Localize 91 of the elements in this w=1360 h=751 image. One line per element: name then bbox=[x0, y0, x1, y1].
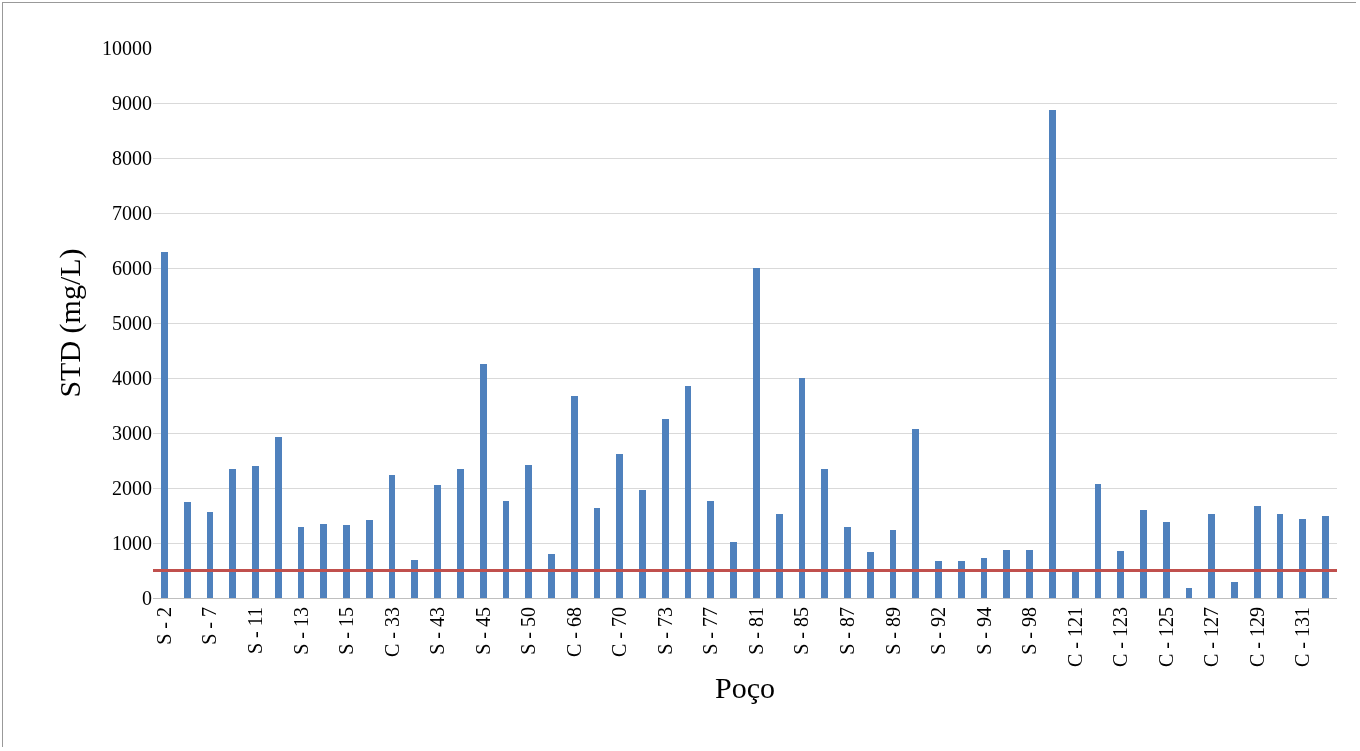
y-tick-label: 0 bbox=[142, 587, 152, 609]
bar bbox=[503, 501, 509, 598]
bar bbox=[685, 386, 691, 598]
bar bbox=[935, 561, 942, 598]
bar bbox=[548, 554, 555, 598]
bar bbox=[776, 514, 783, 598]
bar bbox=[890, 530, 896, 598]
y-tick-label: 3000 bbox=[112, 422, 152, 444]
x-tick-label: S - 15 bbox=[335, 607, 358, 655]
bar bbox=[207, 512, 213, 598]
bar bbox=[616, 454, 623, 598]
x-tick-label: S - 50 bbox=[517, 607, 540, 655]
bar bbox=[229, 469, 236, 598]
x-tick-label: S - 98 bbox=[1018, 607, 1041, 655]
y-tick-label: 7000 bbox=[112, 202, 152, 224]
bar bbox=[1095, 484, 1101, 598]
x-tick-label: S - 92 bbox=[927, 607, 950, 655]
y-tick-label: 10000 bbox=[102, 37, 152, 59]
bar bbox=[594, 508, 600, 598]
bar bbox=[298, 527, 304, 598]
y-tick-label: 8000 bbox=[112, 147, 152, 169]
bar bbox=[981, 558, 987, 598]
y-axis-title: STD (mg/L) bbox=[53, 248, 87, 398]
bar bbox=[275, 437, 282, 598]
bar bbox=[1072, 572, 1079, 598]
x-tick-label: S - 13 bbox=[289, 607, 312, 655]
bar bbox=[343, 525, 350, 598]
bar bbox=[662, 419, 669, 598]
x-tick-label: C - 68 bbox=[562, 607, 585, 657]
x-tick-label: S - 87 bbox=[835, 607, 858, 655]
bar bbox=[1231, 582, 1238, 598]
x-tick-label: C - 131 bbox=[1291, 607, 1314, 667]
x-tick-label: S - 7 bbox=[198, 607, 221, 645]
bar bbox=[571, 396, 578, 598]
bar bbox=[1026, 550, 1033, 598]
bar bbox=[366, 520, 373, 598]
bar bbox=[912, 429, 919, 598]
bar bbox=[1299, 519, 1306, 598]
bar bbox=[1003, 550, 1010, 598]
bar bbox=[1117, 551, 1124, 598]
bar bbox=[1322, 516, 1329, 598]
bar bbox=[958, 561, 965, 598]
y-tick-label: 4000 bbox=[112, 367, 152, 389]
x-tick-label: S - 45 bbox=[471, 607, 494, 655]
bar bbox=[184, 502, 191, 598]
bar bbox=[730, 542, 737, 598]
bar bbox=[480, 364, 487, 598]
bar bbox=[1254, 506, 1261, 598]
x-tick-label: S - 2 bbox=[152, 607, 175, 645]
x-tick-label: S - 85 bbox=[790, 607, 813, 655]
bar bbox=[1208, 514, 1215, 598]
y-tick-label: 1000 bbox=[112, 532, 152, 554]
x-tick-label: C - 70 bbox=[608, 607, 631, 657]
x-tick-label: S - 77 bbox=[699, 607, 722, 655]
x-tick-label: C - 125 bbox=[1154, 607, 1177, 667]
bar bbox=[867, 552, 874, 598]
bar bbox=[1049, 110, 1056, 598]
bar bbox=[411, 560, 418, 598]
x-tick-label: S - 89 bbox=[881, 607, 904, 655]
bar bbox=[1277, 514, 1283, 598]
bar bbox=[707, 501, 714, 598]
x-tick-label: S - 43 bbox=[426, 607, 449, 655]
y-tick-label: 6000 bbox=[112, 257, 152, 279]
bar bbox=[1186, 588, 1192, 598]
x-tick-label: C - 33 bbox=[380, 607, 403, 657]
bar bbox=[639, 490, 646, 598]
y-tick-label: 5000 bbox=[112, 312, 152, 334]
bar bbox=[525, 465, 532, 598]
x-tick-label: C - 121 bbox=[1063, 607, 1086, 667]
bar bbox=[753, 268, 760, 598]
x-tick-label: S - 11 bbox=[243, 607, 266, 655]
bar bbox=[799, 378, 805, 598]
bar bbox=[161, 252, 168, 598]
x-tick-label: S - 81 bbox=[744, 607, 767, 655]
x-tick-label: S - 73 bbox=[653, 607, 676, 655]
bar bbox=[821, 469, 828, 598]
x-tick-label: C - 129 bbox=[1245, 607, 1268, 667]
y-tick-label: 9000 bbox=[112, 92, 152, 114]
bar bbox=[1163, 522, 1170, 598]
bar bbox=[320, 524, 327, 598]
x-axis-title: Poço bbox=[715, 670, 775, 704]
bar bbox=[252, 466, 259, 598]
bar bbox=[434, 485, 441, 598]
x-tick-label: S - 94 bbox=[972, 607, 995, 655]
x-tick-label: C - 127 bbox=[1200, 607, 1223, 667]
y-tick-label: 2000 bbox=[112, 477, 152, 499]
bar bbox=[1140, 510, 1147, 598]
x-tick-label: C - 123 bbox=[1109, 607, 1132, 667]
bar bbox=[389, 475, 395, 598]
bar bbox=[844, 527, 851, 598]
bar bbox=[457, 469, 464, 598]
